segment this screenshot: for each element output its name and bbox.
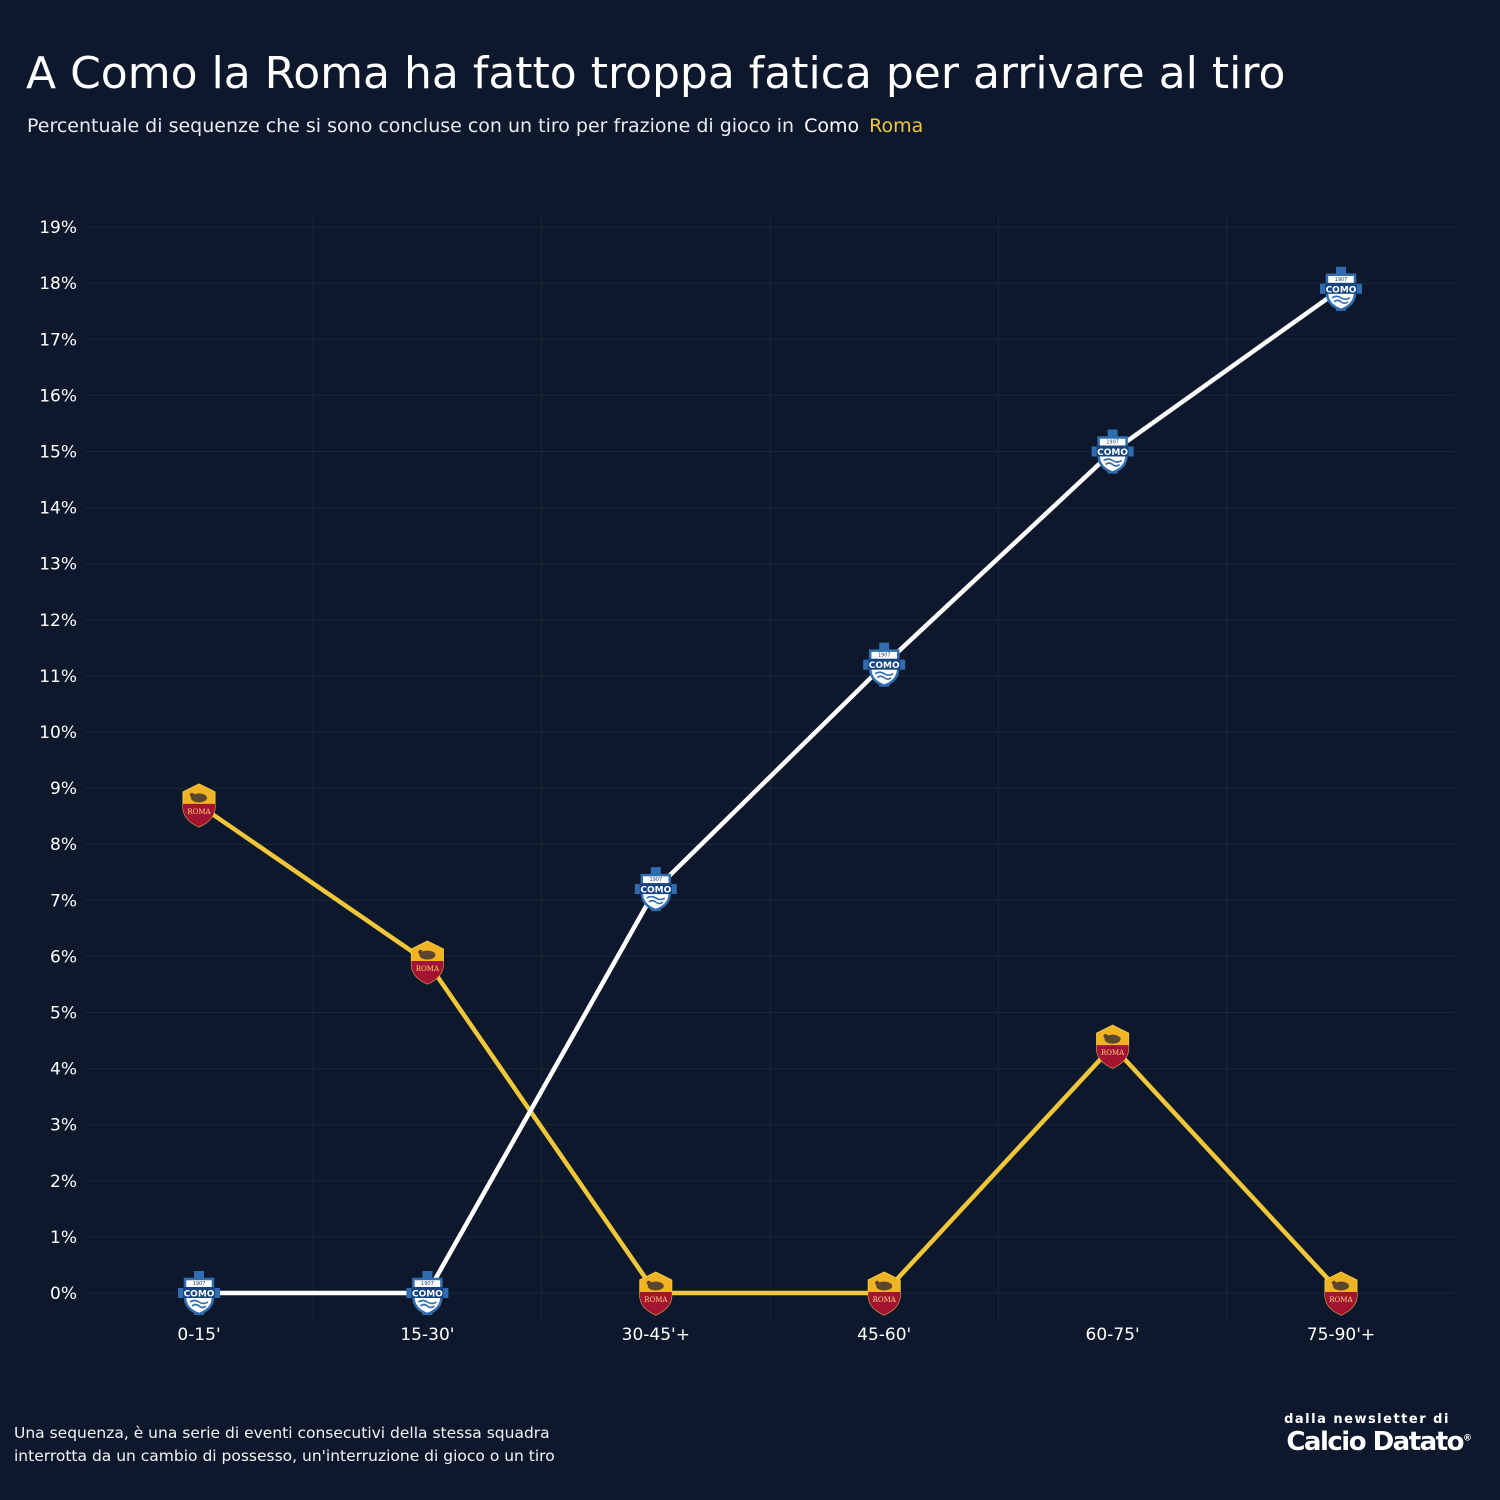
roma-crest-icon — [1096, 1024, 1130, 1069]
y-tick-label: 5% — [50, 1004, 77, 1024]
como-crest-icon — [1318, 265, 1364, 313]
y-tick-label: 7% — [50, 891, 77, 911]
x-tick-label: 30-45'+ — [622, 1325, 690, 1345]
y-tick-label: 13% — [39, 555, 77, 575]
y-tick-label: 12% — [39, 611, 77, 631]
y-tick-label: 17% — [39, 330, 77, 350]
roma-crest-icon — [639, 1271, 673, 1316]
y-tick-label: 3% — [50, 1116, 77, 1136]
legend-como: Como — [804, 115, 860, 137]
y-tick-label: 6% — [50, 947, 77, 967]
roma-crest-icon — [182, 783, 216, 828]
brand-logo: dalla newsletter di Calcio Datato® — [1262, 1412, 1472, 1457]
brand-registered-mark: ® — [1463, 1433, 1472, 1444]
x-axis-ticks: 0-15' 15-30' 30-45'+ 45-60' 60-75' 75-90'+ — [177, 1325, 1375, 1345]
series-line-como — [196, 286, 1344, 1296]
series-line-roma — [196, 802, 1344, 1296]
x-tick-label: 45-60' — [857, 1325, 911, 1345]
y-tick-label: 10% — [39, 723, 77, 743]
como-crest-icon — [176, 1269, 222, 1317]
como-crest-icon — [405, 1269, 450, 1317]
brand-name-text: Calcio Datato — [1286, 1427, 1464, 1457]
x-tick-label: 15-30' — [400, 1325, 454, 1345]
y-tick-label: 15% — [39, 443, 77, 463]
y-tick-label: 2% — [50, 1172, 77, 1192]
series — [196, 286, 1344, 1296]
roma-crest-icon — [1324, 1271, 1358, 1316]
chart-subtitle: Percentuale di sequenze che si sono conc… — [27, 115, 923, 137]
brand-pre: dalla newsletter di — [1284, 1412, 1450, 1427]
grid — [85, 215, 1455, 1322]
y-tick-label: 14% — [39, 499, 77, 519]
legend-roma: Roma — [869, 115, 924, 137]
y-tick-label: 0% — [50, 1284, 77, 1304]
x-tick-label: 60-75' — [1086, 1325, 1140, 1345]
y-tick-label: 19% — [39, 218, 77, 238]
y-tick-label: 8% — [50, 835, 77, 855]
y-tick-label: 11% — [39, 667, 77, 687]
footnote-line-2: interrotta da un cambio di possesso, un'… — [14, 1447, 555, 1465]
brand-name: Calcio Datato® — [1262, 1427, 1472, 1457]
footnote: Una sequenza, è una serie di eventi cons… — [14, 1422, 574, 1468]
roma-crest-icon — [867, 1271, 901, 1316]
x-tick-label: 75-90'+ — [1307, 1325, 1375, 1345]
subtitle-text: Percentuale di sequenze che si sono conc… — [27, 115, 795, 137]
y-axis-ticks: 0% 1% 2% 3% 4% 5% 6% 7% 8% 9% 10% 11% 12% 13% 14% 15% 16… — [39, 218, 77, 1304]
y-tick-label: 4% — [50, 1060, 77, 1080]
chart-title: A Como la Roma ha fatto troppa fatica pe… — [26, 48, 1286, 99]
footnote-line-1: Una sequenza, è una serie di eventi cons… — [14, 1424, 550, 1442]
y-tick-label: 16% — [39, 386, 77, 406]
x-tick-label: 0-15' — [177, 1325, 220, 1345]
y-tick-label: 18% — [39, 274, 77, 294]
y-tick-label: 1% — [50, 1228, 77, 1248]
y-tick-label: 9% — [50, 779, 77, 799]
